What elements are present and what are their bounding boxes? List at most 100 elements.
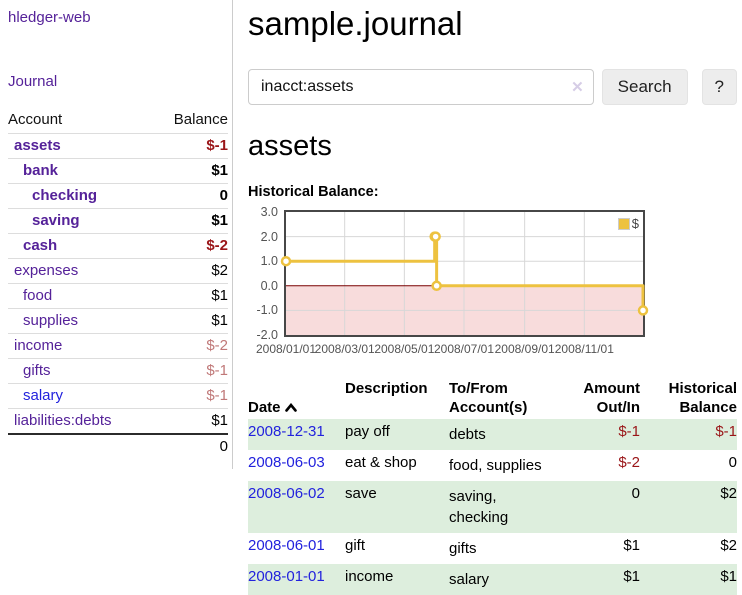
sidebar-account-row: assets $-1	[8, 134, 228, 159]
sidebar-account-row: checking 0	[8, 184, 228, 209]
transaction-amount: $1	[623, 537, 640, 554]
x-tick-label: 2008/01/01	[255, 342, 317, 356]
brand: hledger-web	[8, 9, 232, 27]
register-row: 2008-01-01 income salary $1 $1	[248, 564, 737, 595]
transaction-accounts: gifts	[449, 540, 477, 557]
sidebar-account-balance: $1	[211, 412, 228, 429]
register-header-row: Date Description To/From Account(s) Amou…	[248, 377, 737, 419]
sidebar-account-link[interactable]: cash	[23, 237, 58, 254]
page-title: sample.journal	[248, 5, 463, 42]
chart-title: Historical Balance:	[248, 184, 379, 200]
description-column-header[interactable]: Description	[345, 380, 428, 397]
search-input[interactable]	[248, 69, 594, 105]
sidebar-account-link[interactable]: food	[23, 287, 53, 304]
historical-balance-chart: $ 3.0 2.0 1.0 0.0 -1.0 -2.0 2008/01/01 2008/03…	[248, 205, 737, 360]
help-button[interactable]: ?	[701, 69, 737, 105]
sidebar-total-balance: 0	[219, 438, 228, 455]
transaction-date-link[interactable]: 2008-01-01	[248, 568, 325, 585]
brand-link[interactable]: hledger-web	[8, 9, 91, 26]
sidebar-account-link[interactable]: gifts	[23, 362, 51, 379]
y-tick-label: 0.0	[260, 278, 278, 293]
date-column-header[interactable]: Date	[248, 377, 345, 419]
transaction-date-link[interactable]: 2008-06-02	[248, 485, 325, 502]
sidebar-account-row: food $1	[8, 284, 228, 309]
transaction-description: gift	[345, 537, 366, 554]
sidebar-account-row: salary $-1	[8, 384, 228, 409]
search-bar: ✕ Search ?	[248, 69, 737, 105]
sidebar-accounts-body: assets $-1 bank $1 checking 0 saving $1 cash $-2 e…	[8, 134, 228, 460]
legend-swatch-icon	[616, 216, 631, 231]
sidebar-account-link[interactable]: supplies	[23, 312, 79, 329]
sidebar-account-link[interactable]: income	[14, 337, 63, 354]
sidebar-account-balance: $1	[211, 287, 228, 304]
y-tick-label: 1.0	[260, 254, 278, 269]
historical-column-header[interactable]: Historical Balance	[668, 380, 737, 416]
sidebar-account-link[interactable]: saving	[32, 212, 80, 229]
register-row: 2008-12-31 pay off debts $-1 $-1	[248, 419, 737, 450]
sidebar-accounts-header-row: Account Balance	[8, 107, 228, 134]
y-tick-label: 3.0	[260, 205, 278, 219]
sidebar-accounts-table: Account Balance assets $-1 bank $1 checking 0…	[8, 107, 228, 459]
sidebar-account-link[interactable]: checking	[32, 187, 98, 204]
x-tick-label: 2008/11/01	[554, 342, 614, 356]
transaction-amount: $-1	[569, 419, 640, 450]
transaction-balance: 0	[728, 454, 737, 471]
sidebar-account-balance: 0	[219, 187, 228, 204]
sidebar: hledger-web Journal Account Balance asse…	[0, 0, 233, 469]
register-row: 2008-06-03 eat & shop food, supplies $-2 0	[248, 450, 737, 481]
y-tick-label: -1.0	[256, 303, 278, 318]
account-column-header: Account	[8, 111, 63, 128]
sidebar-account-row: liabilities:debts $1	[8, 409, 228, 434]
sidebar-total-spacer	[8, 434, 152, 459]
x-tick-label: 2008/09/01	[494, 342, 555, 356]
transaction-accounts: food, supplies	[449, 457, 542, 474]
transaction-accounts: saving, checking	[449, 481, 569, 533]
transaction-description: eat & shop	[345, 454, 417, 471]
transaction-balance: $2	[720, 537, 737, 554]
sidebar-account-link[interactable]: expenses	[14, 262, 79, 279]
sidebar-account-balance: $-1	[206, 137, 228, 154]
sidebar-account-row: cash $-2	[8, 234, 228, 259]
register-body: 2008-12-31 pay off debts $-1 $-1 2008-06-03 ea…	[248, 419, 737, 595]
sidebar-account-link[interactable]: bank	[23, 162, 59, 179]
chart-legend: $	[616, 216, 639, 231]
chart-canvas	[280, 212, 649, 335]
transaction-date-link[interactable]: 2008-12-31	[248, 423, 325, 440]
sort-ascending-icon	[284, 398, 297, 417]
transaction-description: pay off	[345, 419, 449, 450]
x-tick-label: 2008/07/01	[433, 342, 495, 356]
sidebar-account-link[interactable]: liabilities:debts	[14, 412, 112, 429]
register-row: 2008-06-01 gift gifts $1 $2	[248, 533, 737, 564]
search-button[interactable]: Search	[601, 69, 688, 105]
transaction-accounts: debts	[449, 419, 569, 450]
sidebar-account-row: saving $1	[8, 209, 228, 234]
sidebar-account-row: supplies $1	[8, 309, 228, 334]
transaction-date-link[interactable]: 2008-06-01	[248, 537, 325, 554]
register-table: Date Description To/From Account(s) Amou…	[248, 377, 737, 595]
sidebar-account-balance: $1	[211, 212, 228, 229]
sidebar-account-balance: $2	[211, 262, 228, 279]
transaction-description: income	[345, 564, 449, 595]
balance-column-header: Balance	[173, 111, 228, 128]
legend-label: $	[631, 216, 639, 231]
search-box: ✕	[248, 69, 594, 105]
transaction-balance: $-1	[640, 419, 737, 450]
transaction-date-link[interactable]: 2008-06-03	[248, 454, 325, 471]
sidebar-account-row: bank $1	[8, 159, 228, 184]
sidebar-account-balance: $-2	[206, 337, 228, 354]
sidebar-account-balance: $-1	[206, 362, 228, 379]
clear-search-icon[interactable]: ✕	[571, 79, 584, 96]
sidebar-account-link[interactable]: assets	[14, 137, 61, 154]
sidebar-account-balance: $-1	[206, 387, 228, 404]
sidebar-account-link[interactable]: salary	[23, 387, 64, 404]
sidebar-account-balance: $-2	[206, 237, 228, 254]
sidebar-account-balance: $1	[211, 312, 228, 329]
sidebar-account-row: income $-2	[8, 334, 228, 359]
sidebar-total-row: 0	[8, 434, 228, 459]
amount-column-header[interactable]: Amount Out/In	[583, 380, 640, 416]
journal-link[interactable]: Journal	[8, 73, 58, 90]
tofrom-column-header[interactable]: To/From Account(s)	[449, 380, 528, 416]
sidebar-account-row: gifts $-1	[8, 359, 228, 384]
transaction-accounts: salary	[449, 564, 569, 595]
transaction-balance: $1	[640, 564, 737, 595]
